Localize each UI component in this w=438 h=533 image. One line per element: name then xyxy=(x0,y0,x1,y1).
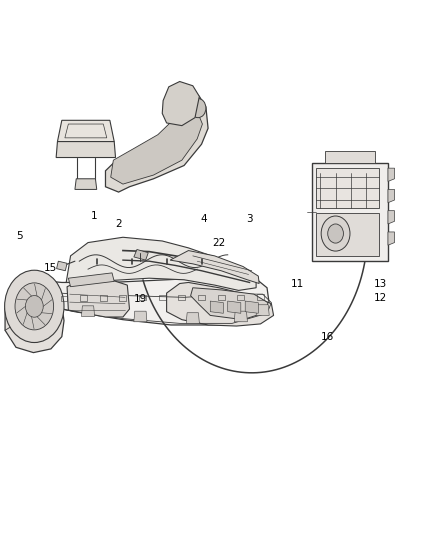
Text: 15: 15 xyxy=(44,263,57,272)
Polygon shape xyxy=(210,301,223,313)
Polygon shape xyxy=(46,300,60,310)
Polygon shape xyxy=(17,277,269,325)
Polygon shape xyxy=(245,301,258,313)
Polygon shape xyxy=(66,237,256,290)
Polygon shape xyxy=(56,142,116,158)
Text: 19: 19 xyxy=(134,294,147,304)
Circle shape xyxy=(25,295,43,317)
Polygon shape xyxy=(5,288,64,353)
Polygon shape xyxy=(311,163,388,261)
Polygon shape xyxy=(234,311,247,322)
Text: 16: 16 xyxy=(321,332,334,342)
Text: 13: 13 xyxy=(374,279,387,288)
Polygon shape xyxy=(134,311,147,322)
Polygon shape xyxy=(57,261,67,271)
Polygon shape xyxy=(388,211,395,224)
Polygon shape xyxy=(388,168,395,181)
Polygon shape xyxy=(57,120,114,142)
Circle shape xyxy=(328,224,343,243)
Circle shape xyxy=(190,99,206,118)
Circle shape xyxy=(5,270,64,343)
Polygon shape xyxy=(228,301,241,313)
Polygon shape xyxy=(166,282,274,326)
Polygon shape xyxy=(388,232,395,245)
Polygon shape xyxy=(75,179,97,189)
Polygon shape xyxy=(162,82,199,126)
Text: 11: 11 xyxy=(291,279,304,288)
Polygon shape xyxy=(388,189,395,203)
Text: 5: 5 xyxy=(16,231,22,241)
Polygon shape xyxy=(81,306,95,317)
Text: 3: 3 xyxy=(246,214,253,224)
Text: 1: 1 xyxy=(91,211,98,221)
Polygon shape xyxy=(67,281,130,317)
Polygon shape xyxy=(316,168,379,208)
Polygon shape xyxy=(186,313,199,324)
Polygon shape xyxy=(111,99,202,184)
Circle shape xyxy=(15,283,53,330)
Polygon shape xyxy=(256,305,269,316)
Circle shape xyxy=(321,216,350,251)
Polygon shape xyxy=(68,273,114,287)
Text: 2: 2 xyxy=(115,219,122,229)
Polygon shape xyxy=(170,251,259,284)
Polygon shape xyxy=(134,249,148,260)
Text: 4: 4 xyxy=(201,214,207,224)
Text: 22: 22 xyxy=(212,238,226,247)
Polygon shape xyxy=(191,288,268,320)
Polygon shape xyxy=(106,94,208,192)
Text: 12: 12 xyxy=(374,293,387,303)
Polygon shape xyxy=(316,213,379,256)
Polygon shape xyxy=(325,151,375,163)
